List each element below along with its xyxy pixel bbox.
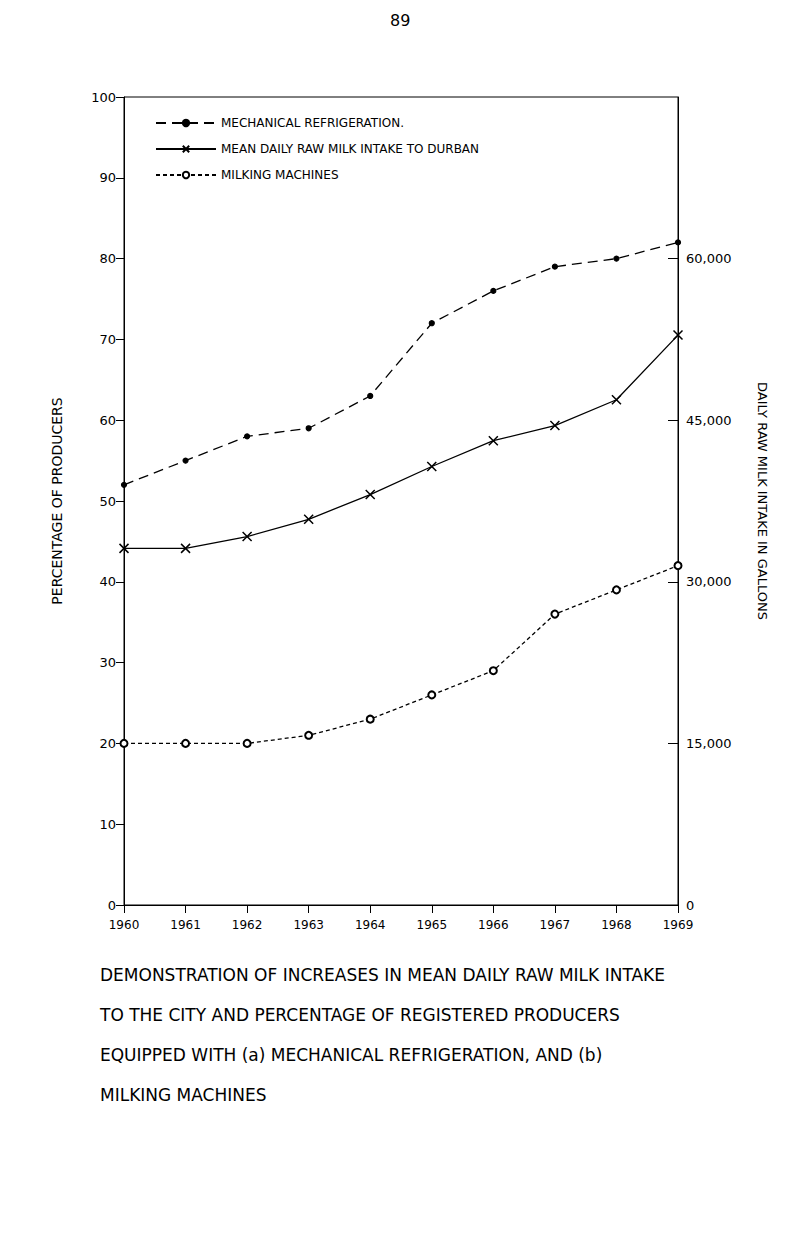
svg-text:45,000: 45,000	[686, 413, 732, 428]
svg-text:DAILY RAW MILK INTAKE IN GALLO: DAILY RAW MILK INTAKE IN GALLONS	[755, 382, 770, 620]
svg-text:1967: 1967	[540, 918, 571, 932]
svg-text:70: 70	[99, 332, 116, 347]
svg-text:MILKING MACHINES: MILKING MACHINES	[100, 1085, 267, 1105]
svg-text:1960: 1960	[109, 918, 140, 932]
svg-text:1968: 1968	[601, 918, 632, 932]
svg-text:MEAN DAILY RAW MILK INTAKE TO: MEAN DAILY RAW MILK INTAKE TO DURBAN	[221, 142, 479, 156]
svg-text:89: 89	[390, 11, 410, 30]
svg-text:0: 0	[108, 898, 116, 913]
svg-text:20: 20	[99, 736, 116, 751]
svg-text:60: 60	[99, 413, 116, 428]
svg-text:50: 50	[99, 494, 116, 509]
svg-text:1969: 1969	[663, 918, 694, 932]
svg-text:1965: 1965	[417, 918, 448, 932]
svg-text:MECHANICAL REFRIGERATION.: MECHANICAL REFRIGERATION.	[221, 116, 404, 130]
svg-text:60,000: 60,000	[686, 251, 732, 266]
svg-text:90: 90	[99, 170, 116, 185]
svg-text:80: 80	[99, 251, 116, 266]
svg-text:0: 0	[686, 898, 694, 913]
svg-text:PERCENTAGE OF PRODUCERS: PERCENTAGE OF PRODUCERS	[49, 397, 65, 604]
svg-text:1966: 1966	[478, 918, 509, 932]
svg-text:15,000: 15,000	[686, 736, 732, 751]
svg-text:40: 40	[99, 574, 116, 589]
svg-text:1963: 1963	[293, 918, 324, 932]
svg-text:30: 30	[99, 655, 116, 670]
svg-text:1961: 1961	[170, 918, 201, 932]
svg-text:10: 10	[99, 817, 116, 832]
svg-text:1962: 1962	[232, 918, 263, 932]
svg-text:100: 100	[91, 90, 116, 105]
svg-text:DEMONSTRATION OF INCREASES IN: DEMONSTRATION OF INCREASES IN MEAN DAILY…	[100, 965, 670, 985]
svg-text:MILKING MACHINES: MILKING MACHINES	[221, 168, 339, 182]
svg-text:30,000: 30,000	[686, 574, 732, 589]
svg-text:TO THE CITY AND PERCENTAGE OF: TO THE CITY AND PERCENTAGE OF REGISTERED…	[99, 1005, 625, 1025]
svg-text:EQUIPPED WITH (a) MECHANICAL R: EQUIPPED WITH (a) MECHANICAL REFRIGERATI…	[100, 1045, 608, 1065]
svg-text:1964: 1964	[355, 918, 386, 932]
